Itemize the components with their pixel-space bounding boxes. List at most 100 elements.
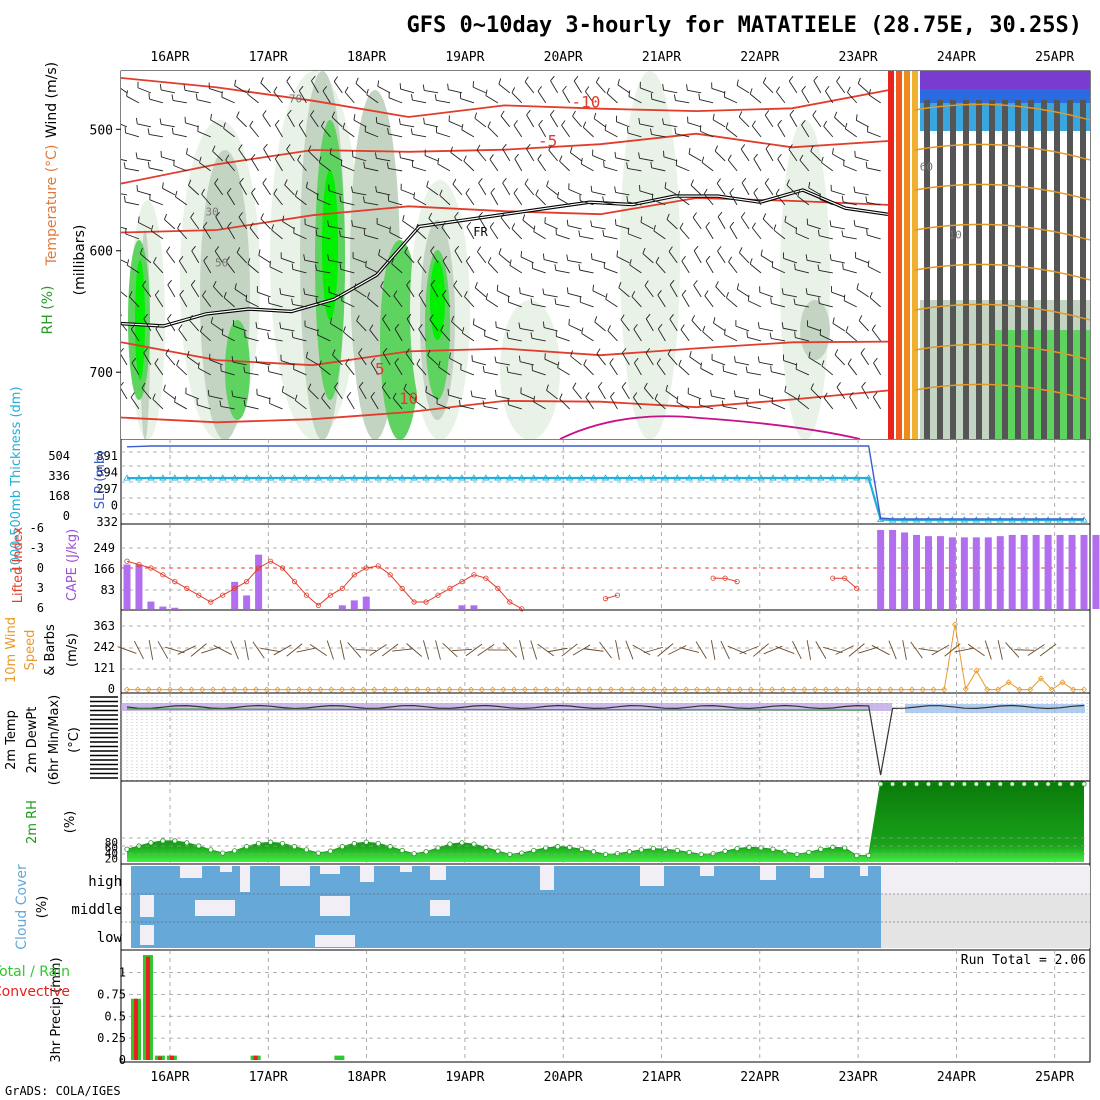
cape-bar bbox=[350, 600, 358, 609]
wind-barb bbox=[400, 157, 415, 162]
ylabel-wind: Wind (m/s) bbox=[44, 62, 60, 138]
wind-barb bbox=[282, 221, 295, 230]
date-label-bottom: 25APR bbox=[1035, 1070, 1074, 1085]
thickness-marker bbox=[541, 474, 550, 481]
anomaly-contour bbox=[914, 103, 1090, 121]
wind-barb bbox=[286, 80, 295, 94]
wind-barb-flag bbox=[562, 85, 567, 92]
wind-barb-flag bbox=[295, 190, 298, 197]
wind-barb-flag bbox=[656, 358, 661, 364]
wind-barb-flag bbox=[351, 220, 353, 227]
wind-barb bbox=[137, 87, 152, 94]
thickness-marker bbox=[362, 474, 370, 481]
wind-barb-flag bbox=[705, 255, 711, 262]
wind-barb-flag bbox=[402, 214, 405, 222]
wind-barb bbox=[788, 80, 798, 94]
wind-barb bbox=[209, 359, 223, 366]
thickness-marker bbox=[218, 474, 227, 481]
wind-barb bbox=[330, 323, 343, 332]
wind-barb bbox=[615, 224, 630, 230]
legend-convective: Convective bbox=[0, 984, 70, 1000]
y-tick-label-right: 332 bbox=[96, 515, 118, 529]
wind-barb-flag bbox=[662, 84, 665, 91]
wind-barb bbox=[687, 122, 702, 128]
wind-barb-flag bbox=[318, 360, 322, 367]
temp-band-right bbox=[905, 704, 1085, 713]
wind-barb-flag bbox=[559, 155, 563, 162]
wind-barb-flag bbox=[143, 347, 148, 354]
wind-barb bbox=[366, 94, 379, 104]
wind-barb bbox=[153, 262, 164, 274]
wind-barb bbox=[236, 116, 247, 128]
ylabel-cloud: Cloud Cover bbox=[14, 864, 30, 950]
wind-barb-flag bbox=[801, 85, 806, 92]
wind-barb-flag bbox=[203, 255, 208, 262]
ylabel-cape: CAPE (J/kg) bbox=[65, 529, 80, 601]
wind-barb bbox=[220, 405, 235, 410]
y-axis-labels: Wind (m/s)Temperature (°C)RH (%)(milliba… bbox=[0, 62, 108, 1063]
thickness-marker bbox=[410, 474, 418, 481]
wind-barb bbox=[167, 318, 176, 332]
barb-10m bbox=[944, 643, 961, 657]
wind-barb-flag bbox=[474, 281, 478, 288]
wind-barb-flag bbox=[343, 326, 346, 333]
wind-barb bbox=[286, 149, 295, 162]
wind-barb bbox=[332, 354, 343, 366]
thickness-marker bbox=[769, 474, 777, 481]
cloud-gap bbox=[810, 866, 824, 878]
wind-barb-flag bbox=[305, 351, 308, 358]
wind-barb bbox=[322, 90, 331, 104]
wind-barb-flag bbox=[655, 256, 660, 263]
rh2m-marker bbox=[172, 838, 178, 844]
panel-frame-precip bbox=[120, 949, 1091, 1063]
wind-barb bbox=[799, 159, 810, 172]
wind-barb bbox=[869, 297, 881, 308]
wind-barb-flag bbox=[595, 76, 600, 83]
wind-barb bbox=[126, 95, 140, 104]
thickness-marker bbox=[841, 474, 849, 481]
wind-barb bbox=[834, 117, 846, 128]
anomaly-band bbox=[904, 71, 910, 439]
wind-barb-flag bbox=[781, 288, 784, 295]
wind-barb bbox=[597, 386, 606, 400]
wind-barb bbox=[121, 88, 128, 94]
precip-conv-bar bbox=[253, 1055, 258, 1060]
cape-bar bbox=[159, 606, 167, 609]
wind-barb-flag bbox=[860, 348, 865, 354]
wind-barb bbox=[795, 368, 810, 376]
wind-barb bbox=[500, 217, 511, 230]
y-tick-label-left: -3 bbox=[30, 541, 44, 555]
barb-10m bbox=[997, 640, 1003, 660]
cloud-gap bbox=[315, 935, 355, 947]
date-label-top: 20APR bbox=[544, 50, 583, 65]
thickness-marker bbox=[482, 474, 490, 481]
wind-speed-line bbox=[127, 624, 1084, 691]
wind-barb bbox=[700, 130, 714, 138]
wind-barb-flag bbox=[610, 391, 615, 398]
wind-barb bbox=[484, 335, 498, 342]
lifted-marker bbox=[136, 561, 142, 568]
wind-barb bbox=[855, 156, 869, 162]
wind-barb bbox=[606, 93, 618, 104]
wind-barb bbox=[438, 366, 451, 376]
wind-barb bbox=[663, 156, 678, 162]
wind-barb bbox=[843, 165, 857, 172]
date-label-top: 25APR bbox=[1035, 50, 1074, 65]
lifted-marker bbox=[854, 585, 860, 592]
wind-barb-flag bbox=[642, 247, 646, 254]
wind-barb bbox=[830, 225, 845, 230]
wind-barb-flag bbox=[154, 290, 160, 296]
rh2m-marker bbox=[997, 781, 1003, 787]
wind-barb bbox=[842, 235, 857, 240]
barb-10m bbox=[902, 640, 907, 660]
wind-barb-flag bbox=[829, 220, 832, 227]
wind-barb bbox=[783, 293, 797, 298]
wind-barb-flag bbox=[351, 186, 353, 193]
footer-credit: GrADS: COLA/IGES bbox=[5, 1084, 121, 1098]
wind-barb-flag bbox=[189, 314, 193, 321]
wind-barb-flag bbox=[522, 214, 526, 221]
cloud-gap bbox=[280, 866, 310, 886]
wind-barb bbox=[200, 331, 212, 342]
wind-barb bbox=[149, 199, 164, 206]
